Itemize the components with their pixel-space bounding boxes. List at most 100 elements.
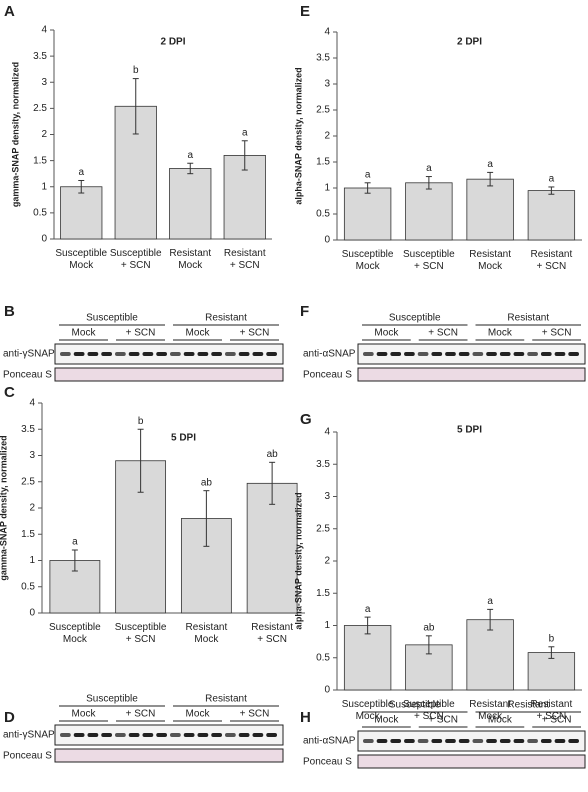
x-tick-line: Mock <box>478 261 503 272</box>
subgroup-label: Mock <box>374 715 399 726</box>
band <box>60 733 71 737</box>
subgroup-label: + SCN <box>428 328 458 339</box>
x-tick-line: Resistant <box>224 248 266 259</box>
chart-title: 2 DPI <box>160 37 185 48</box>
data-label: a <box>365 169 371 180</box>
bar <box>246 482 298 614</box>
y-tick-label: 1.5 <box>21 529 35 540</box>
band <box>458 739 470 743</box>
band <box>376 739 388 743</box>
y-tick-label: 2 <box>324 131 330 142</box>
ponceau-strip <box>357 367 586 382</box>
y-tick-label: 2.5 <box>316 523 330 534</box>
band <box>417 352 429 356</box>
band <box>128 352 140 356</box>
group-label: Resistant <box>205 694 247 705</box>
group-label: Susceptible <box>86 694 138 705</box>
band <box>540 352 552 356</box>
x-tick-label: Resistant + SCN <box>531 699 573 722</box>
subgroup-label: Mock <box>72 328 97 339</box>
bar <box>466 178 514 241</box>
x-tick-line: Resistant <box>531 249 573 260</box>
x-tick-label: Resistant Mock <box>469 699 511 722</box>
data-label: ab <box>423 622 435 633</box>
y-tick-label: 2.5 <box>21 476 35 487</box>
x-tick-line: Susceptible <box>403 699 455 710</box>
y-axis-label: alpha-SNAP density, normalized <box>293 67 303 204</box>
y-tick-label: 2.5 <box>33 103 47 114</box>
subgroup-label: + SCN <box>240 328 270 339</box>
subgroup-label: Mock <box>72 709 97 720</box>
band <box>390 352 402 356</box>
y-axis-label: gamma-SNAP density, normalized <box>10 62 20 207</box>
band <box>225 733 236 737</box>
y-axis-label: alpha-SNAP density, normalized <box>293 492 303 629</box>
subgroup-label: + SCN <box>126 328 156 339</box>
subgroup-label: + SCN <box>240 709 270 720</box>
bar <box>405 182 453 241</box>
y-tick-label: 3.5 <box>33 51 47 62</box>
band <box>404 739 415 743</box>
ponceau-strip <box>357 754 586 769</box>
band <box>101 352 112 356</box>
panel-label: E <box>300 3 310 20</box>
y-tick-label: 2.5 <box>316 105 330 116</box>
band <box>252 733 264 737</box>
band <box>527 352 538 356</box>
data-label: a <box>549 174 555 185</box>
x-tick-line: + SCN <box>414 261 444 272</box>
row-label: anti-αSNAP <box>303 736 356 747</box>
band <box>404 352 415 356</box>
group-label: Susceptible <box>86 313 138 324</box>
y-tick-label: 3 <box>41 77 47 88</box>
band <box>458 352 470 356</box>
x-tick-line: Resistant <box>186 622 228 633</box>
y-tick-label: 2 <box>29 503 35 514</box>
error-bar <box>548 186 555 195</box>
y-tick-label: 3 <box>324 79 330 90</box>
band <box>363 352 374 356</box>
group-label: Resistant <box>507 313 549 324</box>
band <box>170 352 181 356</box>
x-tick-label: Resistant Mock <box>186 622 228 645</box>
y-tick-label: 1 <box>41 181 47 192</box>
chart-title: 5 DPI <box>457 425 482 436</box>
x-tick-label: Resistant Mock <box>469 249 511 272</box>
row-label: anti-γSNAP <box>3 349 55 360</box>
error-bar <box>78 179 85 194</box>
band <box>266 733 277 737</box>
row-label: Ponceau S <box>3 751 52 762</box>
band <box>252 352 264 356</box>
ponceau-strip <box>54 748 284 763</box>
data-label: a <box>187 150 193 161</box>
x-tick-line: Susceptible <box>115 622 167 633</box>
y-tick-label: 0.5 <box>316 652 330 663</box>
band <box>540 739 552 743</box>
band <box>170 733 181 737</box>
subgroup-label: + SCN <box>428 715 458 726</box>
y-tick-label: 1.5 <box>316 157 330 168</box>
error-bar <box>425 635 432 655</box>
data-label: a <box>365 604 371 615</box>
x-tick-line: Resistant <box>251 622 293 633</box>
x-tick-line: Resistant <box>469 249 511 260</box>
band <box>238 733 250 737</box>
band <box>486 352 497 356</box>
x-tick-label: Resistant + SCN <box>531 249 573 272</box>
panel-label: F <box>300 303 309 320</box>
blot <box>357 343 586 365</box>
blot <box>357 730 586 752</box>
row-label: anti-αSNAP <box>303 349 356 360</box>
band <box>499 739 511 743</box>
x-tick-line: Mock <box>478 711 503 722</box>
y-tick-label: 2 <box>324 556 330 567</box>
error-bar <box>71 549 78 572</box>
error-bar <box>425 176 432 190</box>
band <box>390 739 402 743</box>
bar <box>169 168 212 240</box>
subgroup-label: Mock <box>488 328 513 339</box>
band <box>128 733 140 737</box>
band <box>238 352 250 356</box>
data-label: ab <box>267 449 279 460</box>
